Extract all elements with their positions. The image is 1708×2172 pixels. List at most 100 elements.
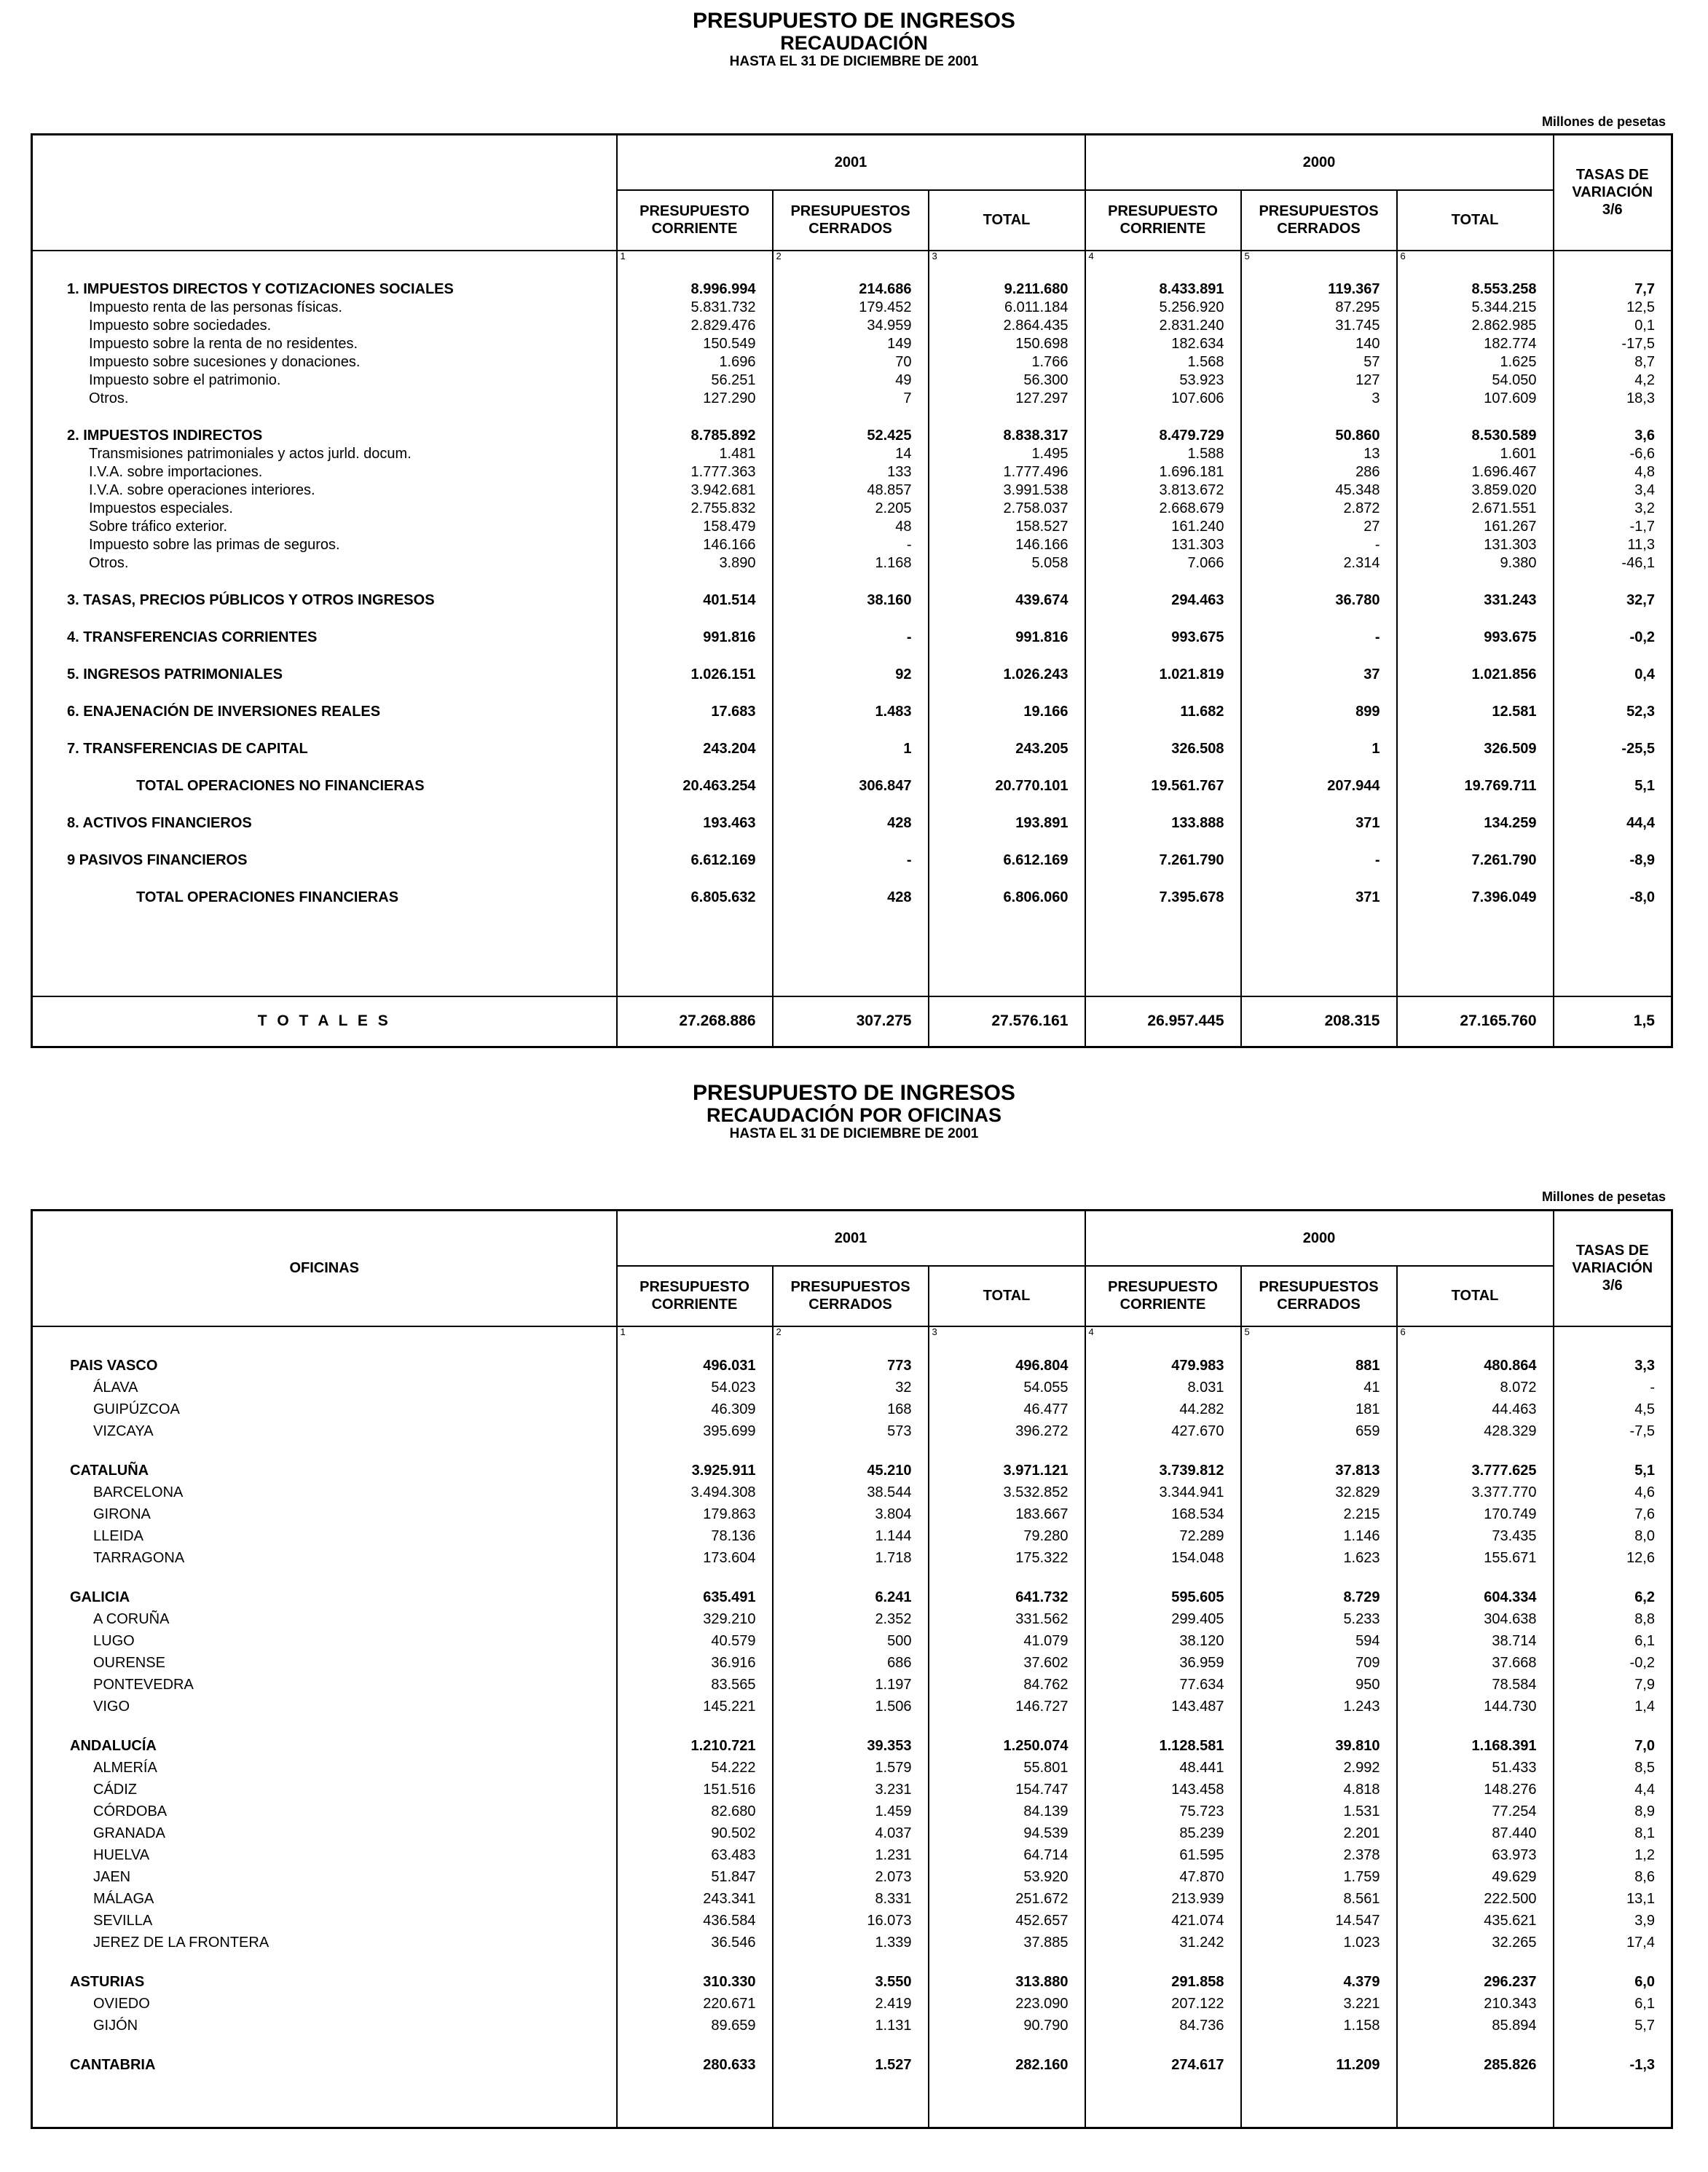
row-label: 6. ENAJENACIÓN DE INVERSIONES REALES (67, 703, 381, 720)
header-2: PRESUPUESTO DE INGRESOS RECAUDACIÓN POR … (0, 1081, 1708, 1142)
cell-value: 148.276 (1484, 1781, 1537, 1798)
cell-value: 7.261.790 (1471, 851, 1537, 868)
cell-value: 32 (895, 1379, 912, 1396)
cell-value: 3,9 (1634, 1912, 1655, 1929)
unit: Millones de pesetas (1541, 114, 1666, 129)
cell-value: 299.405 (1171, 1610, 1224, 1627)
cell-value: 49 (895, 371, 912, 388)
year-header: 2001 (615, 1209, 1086, 1267)
row-block: -25,5 (1554, 740, 1672, 758)
cell-value: 32.829 (1335, 1484, 1380, 1500)
cell-value: 131.303 (1171, 536, 1224, 553)
cell-value: 595.605 (1171, 1589, 1224, 1605)
row-block: 6,2 8,8 6,1 -0,2 7,9 1,4 (1554, 1586, 1672, 1717)
cell-value: 5.831.732 (690, 299, 756, 315)
cell-value: 428 (887, 889, 912, 905)
spacer (1554, 251, 1672, 261)
row-label: Impuesto sobre sucesiones y donaciones. (89, 353, 361, 370)
row-block: 19.166 (929, 703, 1085, 721)
row-block: 1.250.074 55.801 154.747 84.139 94.539 64.714… (929, 1735, 1085, 1953)
cell-value: 220.671 (703, 1995, 756, 2012)
column-header-line: PRESUPUESTO (1108, 203, 1218, 219)
row-block: - (1242, 851, 1396, 870)
cell-value: 2.831.240 (1159, 317, 1224, 334)
cell-value: 107.609 (1484, 390, 1537, 406)
row-label: Impuesto renta de las personas físicas. (89, 299, 342, 315)
cell-value: 75.723 (1179, 1803, 1224, 1819)
cell-value: 421.074 (1171, 1912, 1224, 1929)
cell-value: 7,9 (1634, 1676, 1655, 1693)
row-block: 371 (1242, 889, 1396, 907)
cell-value: 1.131 (875, 2017, 912, 2034)
cell-value: 243.204 (703, 740, 756, 757)
cell-value: 1 (903, 740, 912, 757)
cell-value: 79.280 (1023, 1527, 1069, 1544)
table-1: 2001 2000 TASAS DE VARIACIÓN 3/6 PRESUPUESTO C… (31, 133, 1673, 1048)
row-block: 11.682 (1086, 703, 1240, 721)
column-header-line: CORRIENTE (1119, 1296, 1206, 1313)
cell-value: 1.158 (1343, 2017, 1380, 2034)
row-block: 7.261.790 (1398, 851, 1553, 870)
row-block: 296.237 210.343 85.894 (1398, 1971, 1553, 2037)
column-number: 3 (932, 250, 937, 261)
cell-value: 4,8 (1634, 463, 1655, 480)
cell-value: 90.790 (1023, 2017, 1069, 2034)
row-block: 52,3 (1554, 703, 1672, 721)
cell-value: 686 (887, 1654, 912, 1671)
cell-value: 208.315 (1324, 1012, 1380, 1030)
cell-value: 85.894 (1492, 2017, 1537, 2034)
cell-value: 3 (1371, 390, 1380, 406)
cell-value: 1.483 (875, 703, 912, 720)
row-label: 1. IMPUESTOS DIRECTOS Y COTIZACIONES SOC… (67, 280, 454, 297)
cell-value: 39.353 (867, 1737, 912, 1754)
cell-value: 8.331 (875, 1890, 912, 1907)
cell-value: 480.864 (1484, 1357, 1537, 1374)
row-block: 193.891 (929, 814, 1085, 833)
cell-value: 78.584 (1492, 1676, 1537, 1693)
row-label: Impuesto sobre las primas de seguros. (89, 536, 340, 553)
cell-value: 38.160 (867, 591, 912, 608)
value-column: 5 881 41 181 659 37.813 32.829 2.215 1.146 1.623 8… (1240, 1325, 1398, 2128)
cell-value: 61.595 (1179, 1846, 1224, 1863)
cell-value: 158.527 (1015, 518, 1069, 535)
cell-value: 27.165.760 (1460, 1012, 1537, 1030)
row-block: 993.675 (1398, 629, 1553, 647)
cell-value: 92 (895, 666, 912, 682)
cell-value: 1.128.581 (1159, 1737, 1224, 1754)
cell-value: 48 (895, 518, 912, 535)
cell-value: 950 (1355, 1676, 1380, 1693)
cell-value: 84.139 (1023, 1803, 1069, 1819)
cell-value: 210.343 (1484, 1995, 1537, 2012)
cell-value: -0,2 (1629, 1654, 1655, 1671)
cell-value: 899 (1355, 703, 1380, 720)
row-block: 1.026.243 (929, 666, 1085, 684)
cell-value: 326.508 (1171, 740, 1224, 757)
rate-header-line: 3/6 (1602, 1278, 1623, 1294)
stub-header (31, 133, 618, 251)
row-label: CÁDIZ (93, 1781, 137, 1798)
cell-value: 8.072 (1500, 1379, 1537, 1396)
cell-value: 6.241 (875, 1589, 912, 1605)
rate-header-line: VARIACIÓN (1572, 184, 1653, 201)
year-header: 2000 (1084, 1209, 1554, 1267)
column-number: 2 (776, 1326, 782, 1337)
row-block: 326.509 (1398, 740, 1553, 758)
cell-value: 37.602 (1023, 1654, 1069, 1671)
cell-value: 27.268.886 (679, 1012, 756, 1030)
cell-value: 331.243 (1484, 591, 1537, 608)
cell-value: 2.671.551 (1471, 500, 1537, 516)
row-label: HUELVA (93, 1846, 150, 1863)
cell-value: 2.419 (875, 1995, 912, 2012)
cell-value: 2.758.037 (1003, 500, 1069, 516)
cell-value: 4.037 (875, 1825, 912, 1841)
cell-value: 439.674 (1015, 591, 1069, 608)
cell-value: 0,1 (1634, 317, 1655, 334)
cell-value: 31.242 (1179, 1934, 1224, 1951)
total-value: 26.957.445 (1084, 995, 1242, 1048)
row-block: 6. ENAJENACIÓN DE INVERSIONES REALES (33, 703, 616, 721)
row-block: 8.553.258 5.344.215 2.862.985 182.774 1.625 5… (1398, 280, 1553, 408)
cell-value: 1 (1371, 740, 1380, 757)
cell-value: 3.494.308 (690, 1484, 756, 1500)
cell-value: - (906, 851, 912, 868)
cell-value: 8,5 (1634, 1759, 1655, 1776)
